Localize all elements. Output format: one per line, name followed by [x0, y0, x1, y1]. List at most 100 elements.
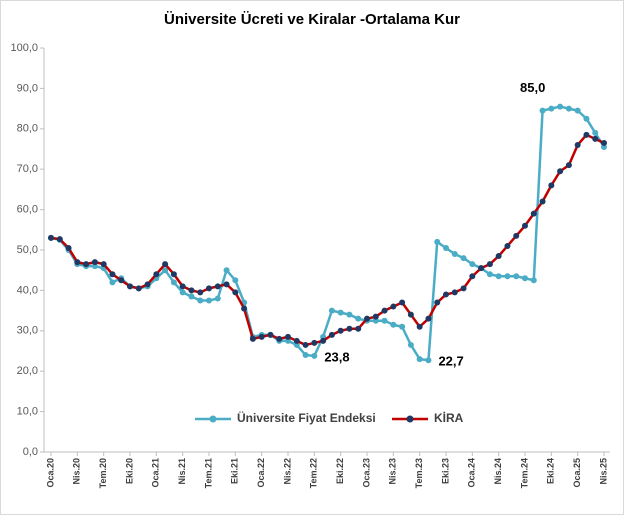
point — [153, 271, 160, 278]
point — [337, 327, 344, 334]
x-tick-label: Eki.22 — [335, 458, 345, 484]
point — [206, 285, 212, 292]
x-tick-label: Nis.22 — [282, 458, 292, 485]
y-tick-label: 40,0 — [17, 284, 38, 296]
point — [346, 311, 353, 318]
y-tick-label: 80,0 — [17, 123, 38, 135]
point — [346, 325, 353, 332]
point — [443, 244, 449, 251]
point — [583, 115, 590, 122]
point — [399, 299, 406, 306]
point — [302, 341, 309, 348]
point — [425, 357, 432, 364]
point — [91, 259, 98, 266]
point — [574, 141, 581, 148]
point — [548, 182, 555, 189]
point — [74, 259, 81, 266]
point — [267, 331, 274, 338]
x-tick-label: Oca.24 — [467, 458, 477, 488]
x-tick-label: Eki.21 — [230, 458, 240, 484]
point — [592, 135, 599, 142]
point — [276, 335, 283, 342]
point — [522, 275, 528, 282]
point — [144, 281, 151, 288]
point — [188, 287, 195, 294]
point — [170, 271, 177, 278]
y-tick-label: 20,0 — [17, 365, 38, 377]
point — [583, 131, 590, 138]
x-tick-label: Tem.24 — [519, 458, 529, 488]
legend-marker — [209, 415, 217, 423]
point — [565, 162, 572, 169]
point — [56, 236, 63, 243]
point — [407, 311, 414, 318]
x-tick-label: Nis.24 — [493, 458, 503, 485]
point — [197, 297, 204, 304]
point — [311, 339, 318, 346]
point — [197, 289, 204, 296]
x-tick-label: Eki.23 — [440, 458, 450, 484]
y-tick-label: 90,0 — [17, 82, 38, 94]
point — [530, 277, 537, 284]
x-tick-label: Nis.20 — [72, 458, 82, 485]
point — [548, 105, 555, 112]
point — [162, 261, 169, 268]
data-label: 22,7 — [438, 354, 463, 369]
point — [162, 267, 169, 274]
x-tick-label: Nis.21 — [177, 458, 187, 485]
point — [522, 222, 528, 229]
point — [469, 273, 476, 280]
point — [223, 267, 230, 274]
point — [460, 285, 467, 292]
point — [179, 289, 186, 296]
x-tick-label: Tem.20 — [98, 458, 108, 488]
point — [381, 307, 388, 314]
y-tick-label: 0,0 — [23, 446, 38, 458]
point — [241, 305, 248, 312]
point — [355, 315, 362, 322]
point — [416, 323, 423, 330]
y-tick-label: 30,0 — [17, 325, 38, 337]
point — [539, 107, 546, 114]
point — [407, 341, 414, 348]
point — [495, 253, 502, 260]
y-tick-label: 60,0 — [17, 204, 38, 216]
point — [170, 279, 177, 286]
point — [311, 352, 318, 359]
point — [451, 251, 458, 258]
point — [83, 261, 90, 268]
x-tick-label: Tem.22 — [309, 458, 319, 488]
point — [135, 285, 142, 292]
point — [337, 309, 344, 316]
point — [565, 105, 572, 112]
point — [443, 291, 449, 298]
point — [65, 244, 72, 251]
data-label: 85,0 — [520, 80, 545, 95]
legend-label: Üniversite Fiyat Endeksi — [237, 410, 376, 425]
point — [302, 352, 309, 359]
point — [109, 279, 116, 286]
point — [328, 331, 335, 338]
x-tick-label: Nis.25 — [598, 458, 608, 485]
point — [109, 271, 116, 278]
x-tick-label: Tem.21 — [203, 458, 213, 488]
point — [232, 277, 239, 284]
y-tick-label: 50,0 — [17, 244, 38, 256]
y-tick-label: 10,0 — [17, 406, 38, 418]
point — [478, 265, 485, 272]
point — [557, 168, 564, 175]
point — [214, 283, 221, 290]
point — [504, 273, 511, 280]
point — [381, 317, 388, 324]
x-tick-label: Oca.21 — [151, 458, 161, 488]
point — [127, 283, 133, 290]
point — [513, 273, 520, 280]
x-tick-label: Eki.24 — [546, 458, 556, 484]
point — [188, 293, 195, 300]
point — [416, 356, 423, 363]
point — [118, 277, 125, 284]
point — [434, 238, 441, 245]
point — [232, 289, 239, 296]
point — [513, 232, 520, 239]
point — [592, 129, 599, 136]
